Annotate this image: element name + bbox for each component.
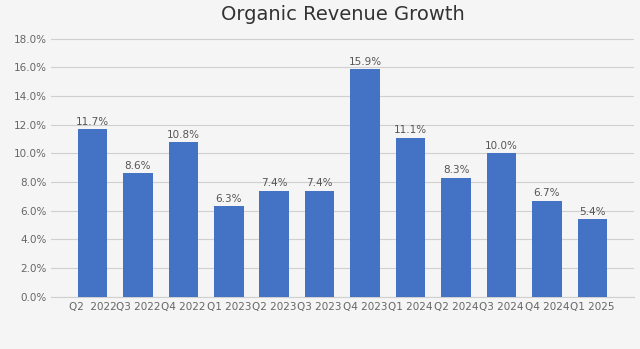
- Text: 6.7%: 6.7%: [534, 188, 560, 199]
- Bar: [350, 69, 380, 297]
- Text: 7.4%: 7.4%: [307, 178, 333, 188]
- Text: 10.8%: 10.8%: [167, 130, 200, 140]
- Bar: [259, 191, 289, 297]
- Text: 11.1%: 11.1%: [394, 125, 427, 135]
- Text: 15.9%: 15.9%: [349, 57, 381, 67]
- Bar: [305, 191, 335, 297]
- Text: 11.7%: 11.7%: [76, 117, 109, 127]
- Text: 7.4%: 7.4%: [261, 178, 287, 188]
- Text: 6.3%: 6.3%: [216, 194, 242, 204]
- Bar: [486, 153, 516, 297]
- Bar: [168, 142, 198, 297]
- Bar: [441, 178, 471, 297]
- Bar: [577, 219, 607, 297]
- Bar: [396, 138, 426, 297]
- Text: 8.3%: 8.3%: [443, 165, 469, 176]
- Bar: [532, 201, 562, 297]
- Bar: [77, 129, 108, 297]
- Text: 5.4%: 5.4%: [579, 207, 605, 217]
- Text: 8.6%: 8.6%: [125, 161, 151, 171]
- Text: 10.0%: 10.0%: [485, 141, 518, 151]
- Bar: [214, 206, 244, 297]
- Bar: [123, 173, 153, 297]
- Title: Organic Revenue Growth: Organic Revenue Growth: [221, 5, 464, 24]
